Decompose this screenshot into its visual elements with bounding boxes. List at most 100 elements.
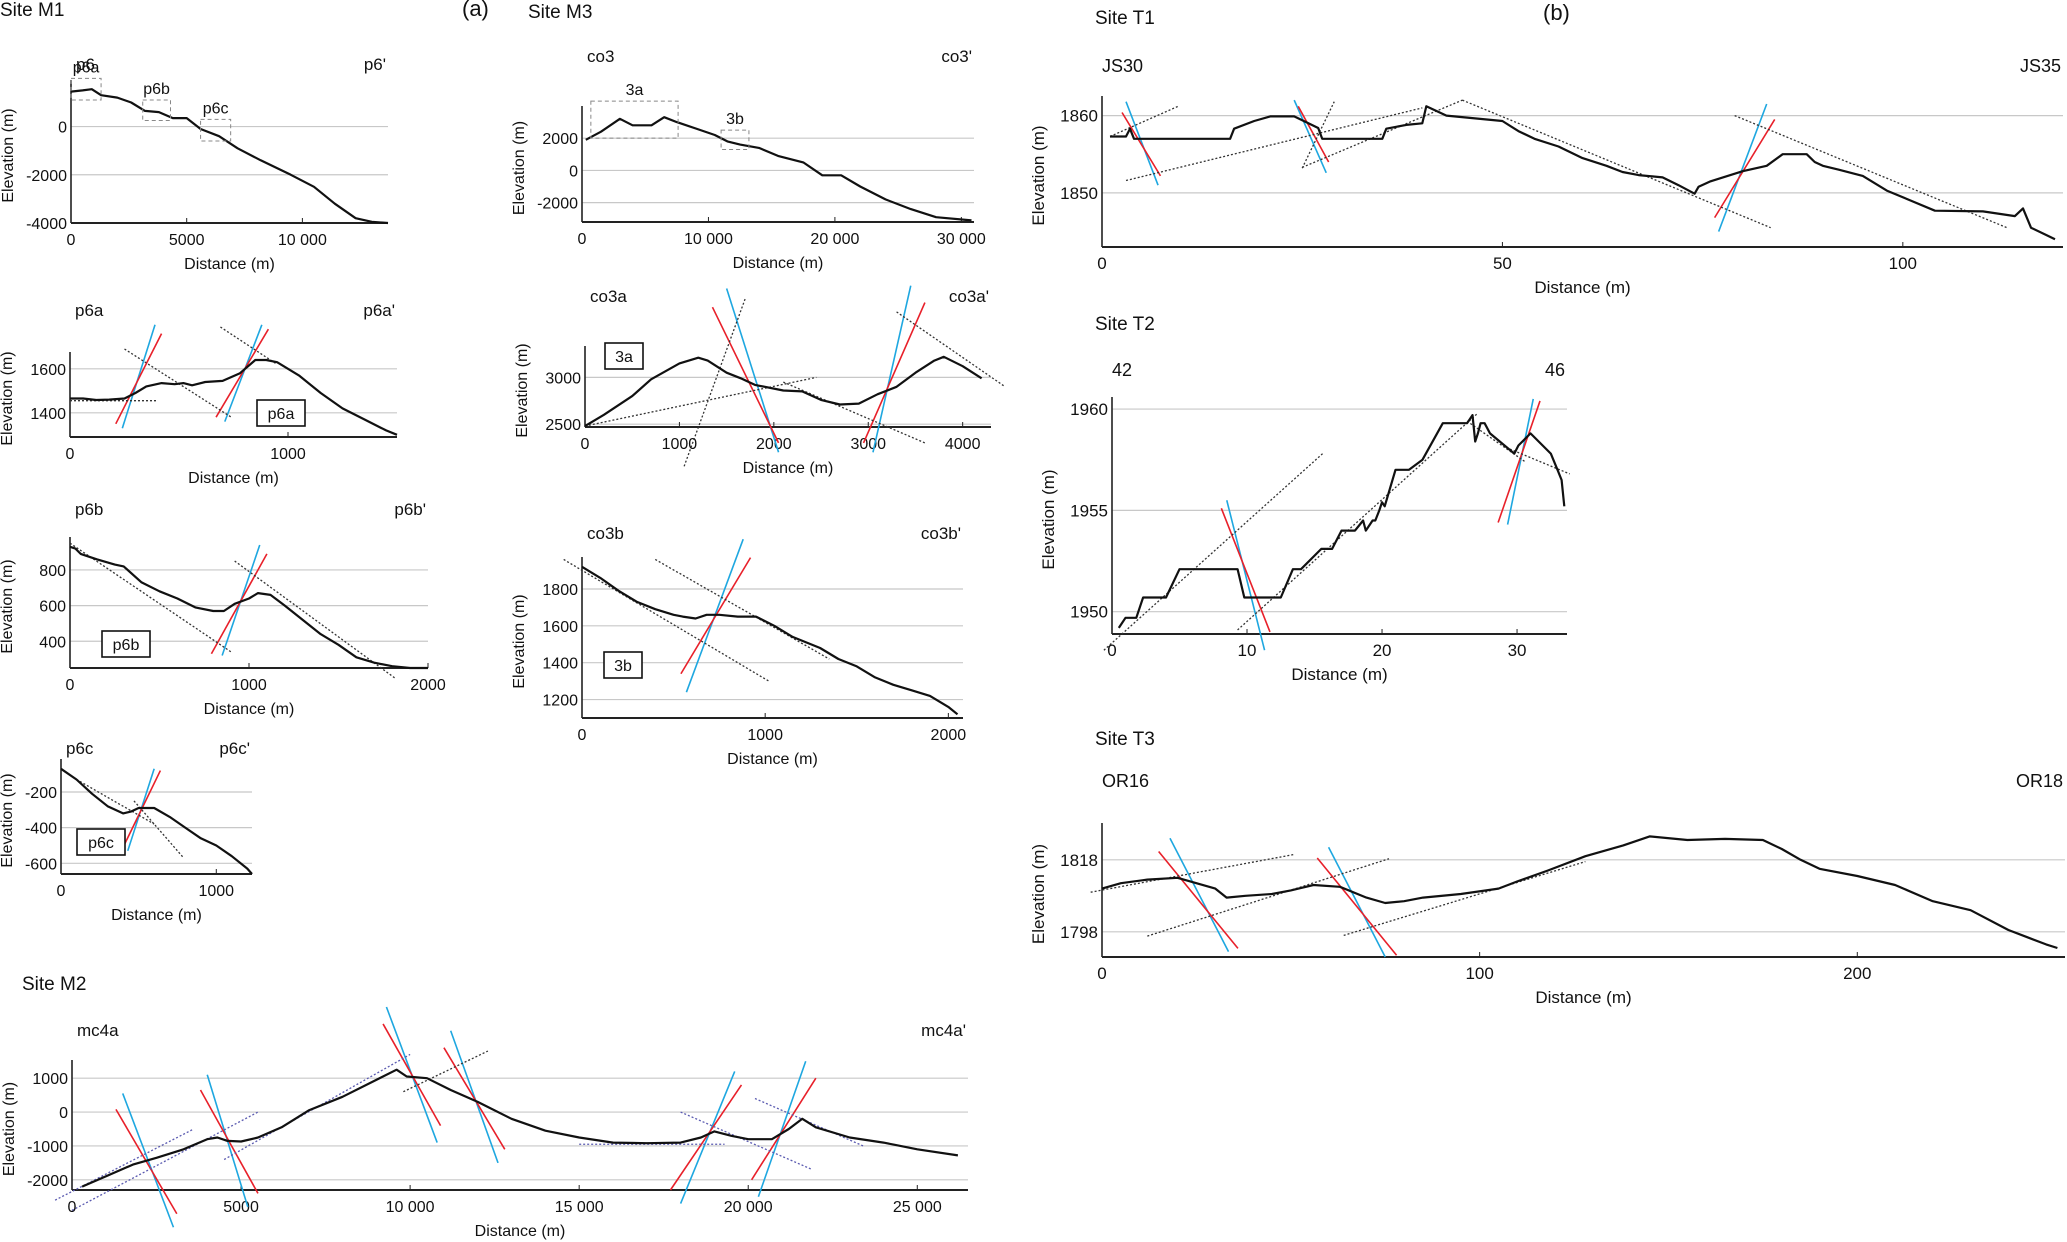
- profile-start-label: 42: [1112, 360, 1132, 380]
- x-tick-label: 2000: [410, 677, 446, 694]
- profile-start-label: co3b: [587, 524, 624, 543]
- inset-box-3b: [720, 129, 750, 150]
- profile-end-label: p6': [364, 55, 386, 74]
- y-tick-label: 0: [58, 120, 67, 137]
- y-tick-label: -200: [25, 785, 57, 802]
- x-tick-label: 0: [578, 231, 587, 248]
- x-axis-label: Distance (m): [184, 256, 275, 273]
- inset-box-label: 3b: [726, 111, 744, 128]
- x-tick-label: 0: [578, 727, 587, 744]
- plot-area: [60, 767, 253, 875]
- y-tick-label: 0: [59, 1105, 68, 1122]
- x-tick-label: 2000: [931, 727, 967, 744]
- y-axis-label: Elevation (m): [511, 594, 528, 688]
- y-axis-label: Elevation (m): [511, 121, 528, 215]
- scarp-line-red: [1220, 508, 1271, 633]
- x-tick-label: 100: [1889, 254, 1917, 273]
- x-tick-label: 20 000: [724, 1199, 773, 1216]
- scarp-line-blue: [121, 324, 156, 429]
- chart-m1-p6a: 1400 1600 0 1000 Distance (m) Elevation (m) p6…: [0, 301, 398, 487]
- plot-area: [69, 542, 428, 680]
- fit-line-dotted: [1237, 412, 1479, 631]
- scarp-line-red: [1121, 112, 1162, 177]
- y-tick-label: 3000: [545, 370, 581, 387]
- fit-line-dotted: [1734, 114, 2008, 229]
- panel-box-label-frame: [101, 630, 151, 658]
- scarp-line-blue: [1225, 500, 1266, 651]
- x-axis-label: Distance (m): [204, 701, 295, 718]
- x-tick-label: 4000: [945, 436, 981, 453]
- fit-line-dotted: [584, 376, 817, 427]
- chart-m3-co3a: 2500 3000 0 1000 2000 3000 4000 Distance (m) Ele…: [514, 285, 1006, 477]
- chart-m1-p6c: -600 -400 -200 0 1000 Distance (m) Elevation (…: [0, 739, 253, 924]
- y-axis-label: Elevation (m): [514, 343, 531, 437]
- inset-box-p6b: [142, 99, 171, 122]
- scarp-line-red: [1497, 400, 1541, 523]
- scarp-line-blue: [1293, 99, 1327, 174]
- profile-end-label: 46: [1545, 360, 1565, 380]
- plot-area: [584, 285, 1006, 467]
- x-axis-label: Distance (m): [1534, 278, 1630, 297]
- scarp-line-red: [862, 302, 926, 444]
- chart-m1-p6b: 400 600 800 0 1000 2000 Distance (m) Elevation …: [0, 500, 446, 718]
- profile-start-label: p6: [76, 55, 95, 74]
- scarp-line-blue: [1125, 101, 1159, 186]
- y-axis-label: Elevation (m): [0, 351, 16, 445]
- fit-line-dotted: [654, 558, 830, 660]
- chart-m3-co3: -2000 0 2000 0 10 000 20 000 30 000 Distance (m…: [511, 47, 986, 272]
- x-tick-label: 1000: [270, 446, 306, 463]
- x-tick-label: 5000: [223, 1199, 259, 1216]
- profile-end-label: p6a': [363, 301, 395, 320]
- profile-start-label: p6c: [66, 739, 94, 758]
- y-axis-label: Elevation (m): [1, 1082, 18, 1176]
- fit-line-dotted: [1109, 105, 1179, 138]
- chart-t1-js30: 1850 1860 0 50 100 Distance (m) Elevation (m) J…: [1029, 56, 2063, 297]
- elevation-profile-line: [1101, 835, 2058, 950]
- y-axis-label: Elevation (m): [1039, 469, 1058, 569]
- x-tick-label: 0: [1097, 964, 1106, 983]
- y-tick-label: -2000: [27, 1173, 68, 1190]
- panel-box-label: 3b: [614, 658, 632, 675]
- x-tick-label: 0: [1097, 254, 1106, 273]
- x-tick-label: 50: [1493, 254, 1512, 273]
- y-tick-label: 1850: [1060, 184, 1098, 203]
- scarp-line-blue: [449, 1030, 499, 1164]
- y-tick-label: 1400: [542, 656, 578, 673]
- x-axis-label: Distance (m): [727, 751, 818, 768]
- y-axis-label: Elevation (m): [1029, 125, 1048, 225]
- panel-box-label: p6a: [268, 406, 295, 423]
- x-tick-label: 100: [1465, 964, 1493, 983]
- x-tick-label: 30: [1508, 641, 1527, 660]
- scarp-line-blue: [757, 1060, 807, 1198]
- y-tick-label: 400: [39, 634, 66, 651]
- y-tick-label: 1818: [1060, 851, 1098, 870]
- y-axis-label: Elevation (m): [0, 773, 16, 867]
- fit-line-dotted: [1505, 446, 1570, 475]
- elevation-profile-line: [70, 358, 398, 436]
- site-title-t3: Site T3: [1095, 729, 1155, 750]
- profile-end-label: co3a': [949, 287, 989, 306]
- profile-end-label: mc4a': [921, 1021, 966, 1040]
- y-tick-label: 1600: [542, 619, 578, 636]
- x-axis-label: Distance (m): [111, 907, 202, 924]
- plot-area: [585, 116, 972, 222]
- x-tick-label: 1000: [662, 436, 698, 453]
- fit-line-dotted: [1147, 858, 1390, 937]
- x-tick-label: 5000: [169, 232, 205, 249]
- elevation-profile-line: [581, 565, 959, 716]
- scarp-line-red: [1316, 857, 1398, 956]
- y-tick-label: 2500: [545, 417, 581, 434]
- plot-area: [54, 1006, 959, 1228]
- site-title-t1: Site T1: [1095, 8, 1155, 29]
- scarp-line-blue: [872, 285, 912, 453]
- y-tick-label: 1800: [542, 582, 578, 599]
- x-tick-label: 0: [66, 677, 75, 694]
- profile-start-label: co3: [587, 47, 614, 66]
- y-tick-label: 0: [569, 163, 578, 180]
- site-title-m2: Site M2: [22, 974, 86, 995]
- site-title-m1: Site M1: [0, 0, 64, 21]
- inset-box-label: 3a: [626, 82, 644, 99]
